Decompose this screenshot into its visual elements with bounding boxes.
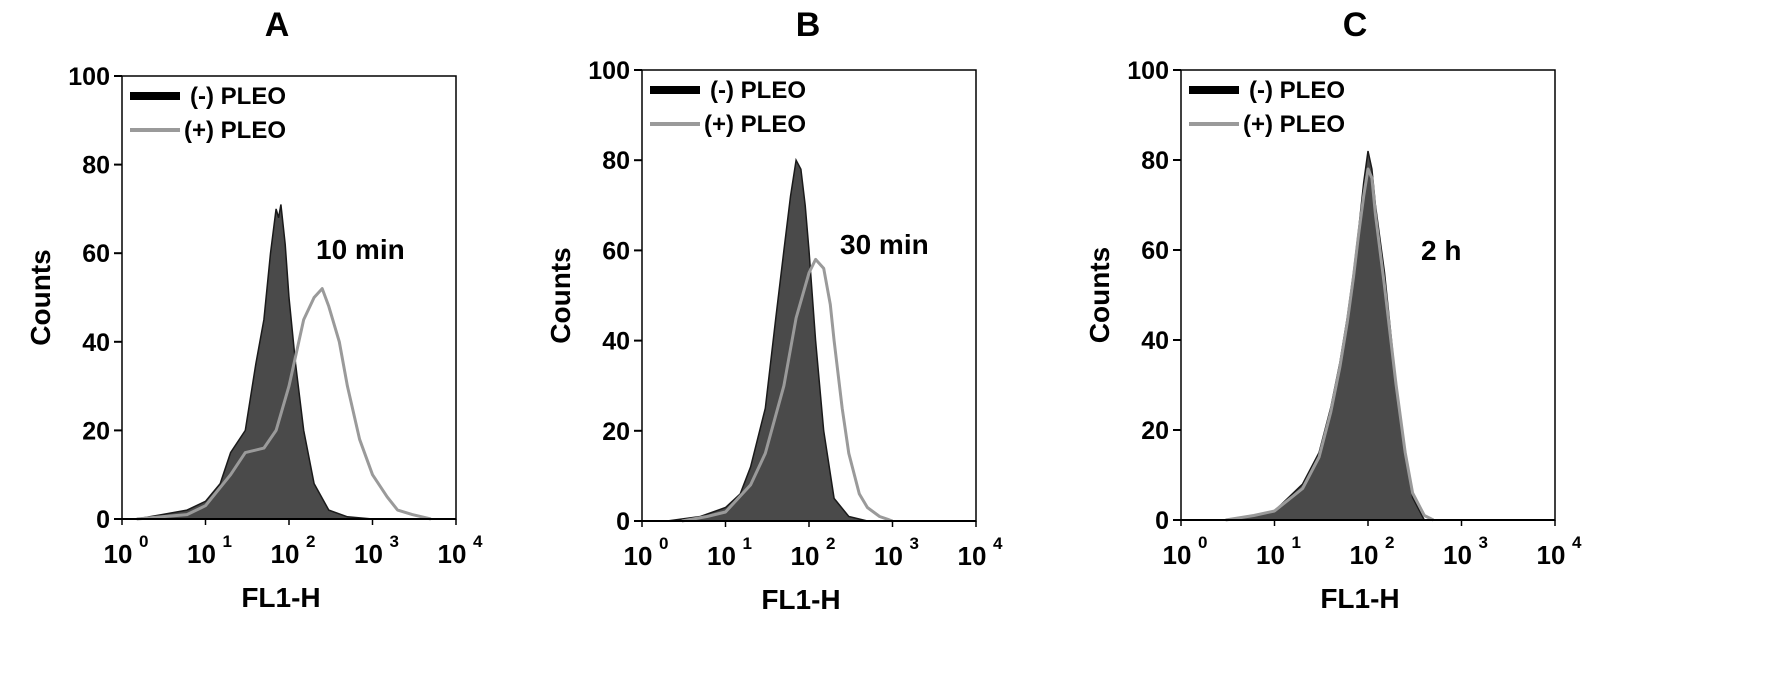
x-tick-label: 10	[624, 541, 653, 571]
panel-label: A	[265, 6, 290, 44]
series-positive-pleo-line	[136, 287, 432, 521]
time-annotation: 2 h	[1421, 235, 1461, 266]
x-tick-label: 10	[187, 539, 216, 569]
y-tick-label: 40	[82, 329, 110, 357]
x-tick-exponent: 3	[1479, 533, 1488, 552]
x-tick-label: 10	[1443, 540, 1472, 570]
y-tick-label: 40	[1141, 327, 1169, 355]
x-tick-exponent: 1	[223, 532, 232, 551]
panel-label: C	[1343, 6, 1368, 44]
x-tick-exponent: 3	[390, 532, 399, 551]
x-tick-exponent: 0	[139, 532, 148, 551]
x-tick-label: 10	[791, 541, 820, 571]
y-tick-label: 20	[82, 417, 110, 445]
y-tick-label: 40	[602, 328, 630, 356]
legend-label-positive-pleo: (+) PLEO	[1243, 111, 1345, 138]
y-tick-label: 0	[96, 506, 110, 534]
x-tick-label: 10	[1350, 540, 1379, 570]
legend: (-) PLEO (+) PLEO	[130, 83, 286, 144]
x-tick-label: 10	[958, 541, 987, 571]
x-tick-label: 10	[707, 541, 736, 571]
x-tick-label: 10	[354, 539, 383, 569]
x-tick-label: 10	[271, 539, 300, 569]
y-tick-label: 100	[588, 57, 630, 85]
x-tick-label: 10	[1256, 540, 1285, 570]
x-axis-label: FL1-H	[1320, 583, 1399, 614]
x-tick-exponent: 4	[1572, 533, 1582, 552]
x-tick-label: 10	[1537, 540, 1566, 570]
y-tick-label: 20	[1141, 417, 1169, 445]
series-positive-pleo-line	[681, 257, 893, 523]
x-tick-exponent: 3	[910, 534, 919, 553]
legend-label-positive-pleo: (+) PLEO	[184, 117, 286, 144]
series-negative-pleo-area	[666, 157, 868, 522]
legend-label-negative-pleo: (-) PLEO	[190, 83, 286, 110]
x-axis-label: FL1-H	[761, 584, 840, 615]
legend-label-negative-pleo: (-) PLEO	[1249, 77, 1345, 104]
y-tick-label: 80	[1141, 147, 1169, 175]
legend: (-) PLEO (+) PLEO	[650, 77, 806, 138]
y-tick-label: 60	[82, 240, 110, 268]
x-tick-exponent: 0	[659, 534, 668, 553]
x-axis-label: FL1-H	[241, 582, 320, 613]
y-axis-label: Counts	[545, 247, 576, 343]
y-tick-label: 60	[602, 237, 630, 265]
y-tick-label: 80	[82, 152, 110, 180]
x-tick-exponent: 2	[826, 534, 835, 553]
y-tick-label: 100	[1127, 57, 1169, 85]
x-tick-label: 10	[1163, 540, 1192, 570]
panel-label: B	[796, 6, 821, 44]
x-tick-exponent: 4	[473, 532, 483, 551]
time-annotation: 30 min	[840, 229, 929, 260]
x-tick-exponent: 2	[306, 532, 315, 551]
y-tick-label: 0	[1155, 507, 1169, 535]
series-negative-pleo-area	[1225, 150, 1426, 521]
x-tick-exponent: 2	[1385, 533, 1394, 552]
legend-label-positive-pleo: (+) PLEO	[704, 111, 806, 138]
x-tick-label: 10	[874, 541, 903, 571]
y-axis-label: Counts	[1084, 247, 1115, 343]
y-tick-label: 60	[1141, 237, 1169, 265]
y-axis-label: Counts	[25, 249, 56, 345]
x-tick-exponent: 0	[1198, 533, 1207, 552]
y-tick-label: 0	[616, 508, 630, 536]
legend-label-negative-pleo: (-) PLEO	[710, 77, 806, 104]
y-tick-label: 80	[602, 147, 630, 175]
x-tick-label: 10	[438, 539, 467, 569]
x-tick-exponent: 1	[743, 534, 752, 553]
series-negative-pleo-area	[136, 204, 373, 520]
x-tick-exponent: 4	[993, 534, 1003, 553]
legend: (-) PLEO (+) PLEO	[1189, 77, 1345, 138]
y-tick-label: 20	[602, 418, 630, 446]
time-annotation: 10 min	[316, 234, 405, 265]
y-tick-label: 100	[68, 63, 110, 91]
series-positive-pleo-line	[1225, 167, 1435, 522]
x-tick-exponent: 1	[1292, 533, 1301, 552]
x-tick-label: 10	[104, 539, 133, 569]
